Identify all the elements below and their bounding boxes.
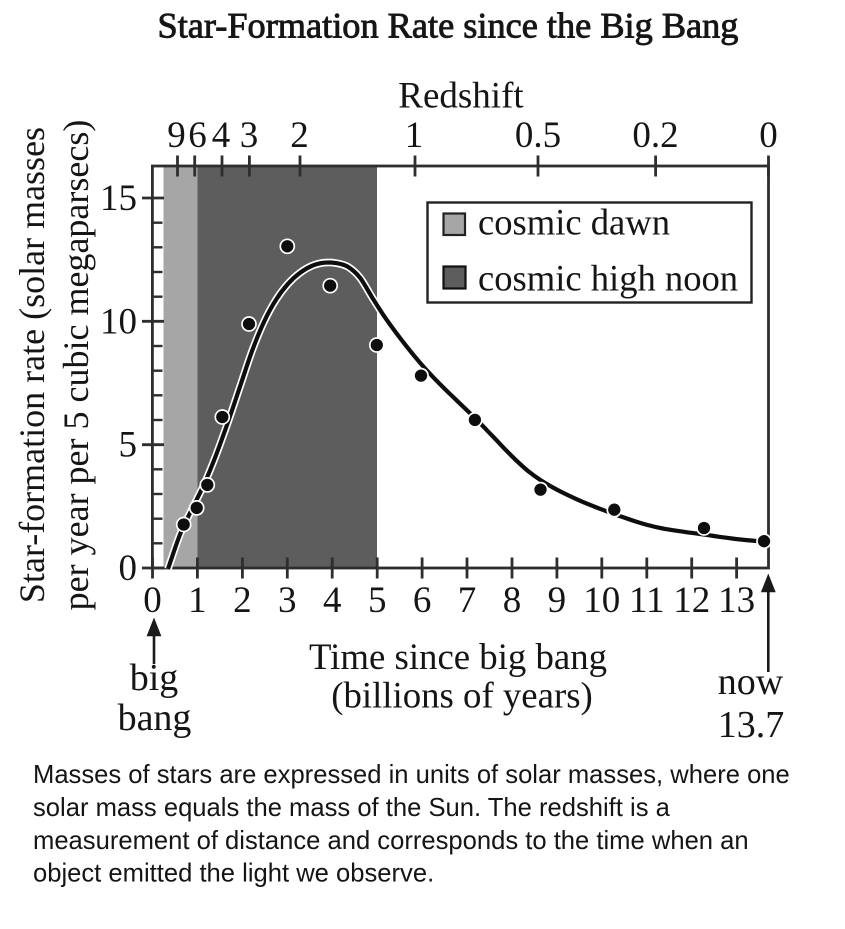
svg-text:2: 2: [290, 115, 309, 156]
svg-text:0.2: 0.2: [632, 115, 678, 156]
svg-text:bang: bang: [118, 697, 192, 739]
svg-text:Redshift: Redshift: [398, 76, 524, 117]
svg-text:5: 5: [119, 425, 138, 466]
svg-text:15: 15: [100, 178, 137, 219]
svg-text:12: 12: [673, 580, 710, 621]
svg-text:7: 7: [458, 580, 477, 621]
svg-text:cosmic high noon: cosmic high noon: [478, 258, 738, 299]
svg-text:13: 13: [718, 580, 755, 621]
svg-text:5: 5: [368, 580, 387, 621]
svg-text:9: 9: [167, 115, 186, 156]
svg-text:1: 1: [188, 580, 207, 621]
svg-text:10: 10: [100, 302, 137, 343]
svg-text:0: 0: [119, 548, 138, 589]
svg-text:11: 11: [629, 580, 665, 621]
svg-text:0: 0: [143, 580, 162, 621]
svg-text:6: 6: [413, 580, 432, 621]
svg-text:3: 3: [240, 115, 259, 156]
svg-text:per year per 5 cubic megaparse: per year per 5 cubic megaparsecs): [56, 120, 96, 611]
svg-text:3: 3: [278, 580, 297, 621]
svg-text:1: 1: [405, 115, 424, 156]
svg-text:measurement of distance and co: measurement of distance and corresponds …: [33, 827, 749, 855]
svg-text:9: 9: [548, 580, 567, 621]
svg-text:4: 4: [212, 115, 231, 156]
svg-text:solar mass equals the mass of: solar mass equals the mass of the Sun. T…: [33, 794, 671, 822]
svg-text:Masses of stars are expressed: Masses of stars are expressed in units o…: [33, 761, 790, 789]
svg-text:4: 4: [323, 580, 342, 621]
svg-text:Time since big bang: Time since big bang: [309, 636, 607, 677]
svg-text:2: 2: [233, 580, 252, 621]
svg-text:now: now: [718, 661, 784, 703]
svg-text:Star-Formation Rate since the: Star-Formation Rate since the Big Bang: [158, 6, 739, 46]
svg-text:0: 0: [759, 115, 778, 156]
svg-text:13.7: 13.7: [718, 704, 785, 746]
svg-text:cosmic dawn: cosmic dawn: [478, 202, 670, 243]
svg-text:6: 6: [188, 115, 207, 156]
svg-text:object emitted the light we ob: object emitted the light we observe.: [33, 860, 434, 888]
svg-text:0.5: 0.5: [515, 115, 561, 156]
svg-text:big: big: [130, 657, 179, 699]
svg-text:Star-formation rate (solar mas: Star-formation rate (solar masses: [12, 127, 52, 603]
svg-text:8: 8: [503, 580, 522, 621]
svg-text:(billions of years): (billions of years): [331, 675, 593, 716]
svg-text:10: 10: [583, 580, 620, 621]
